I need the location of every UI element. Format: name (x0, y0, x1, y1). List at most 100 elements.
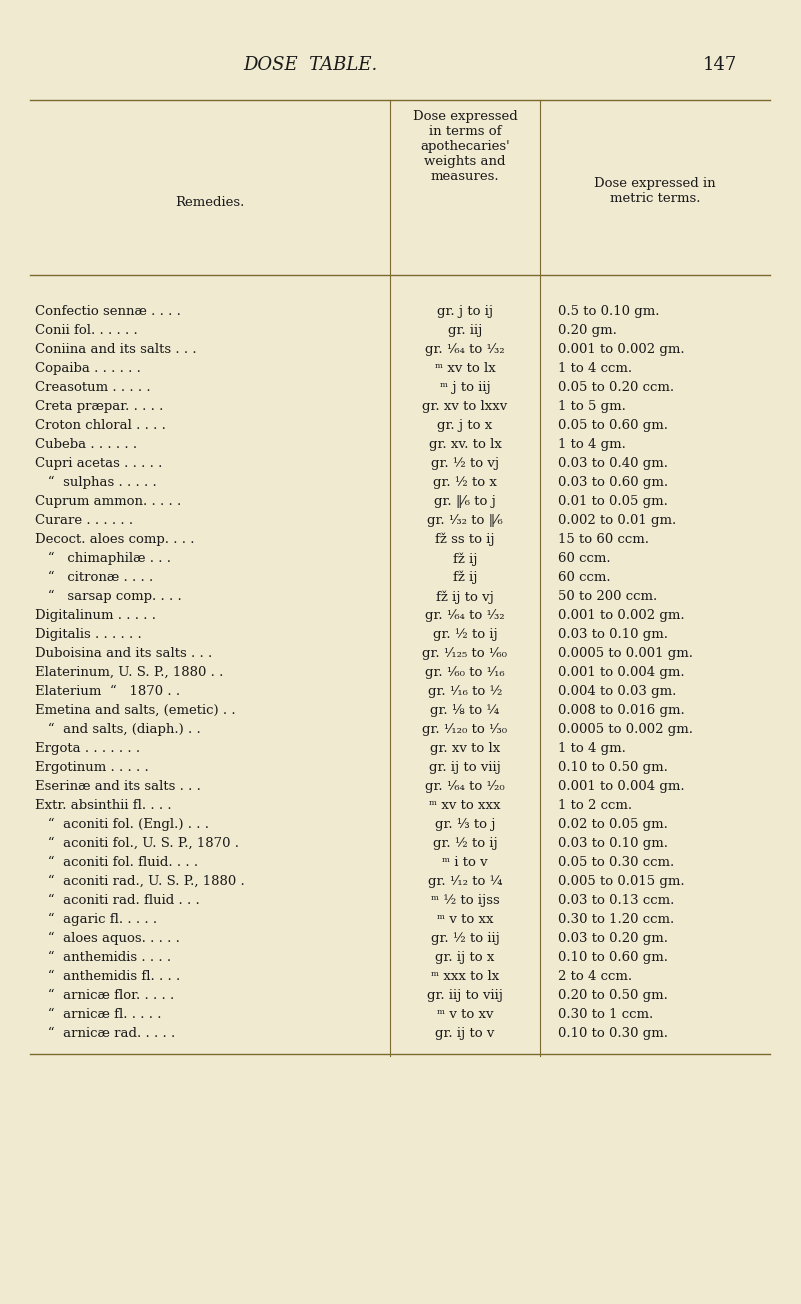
Text: 0.30 to 1.20 ccm.: 0.30 to 1.20 ccm. (558, 913, 674, 926)
Text: Conii fol. . . . . .: Conii fol. . . . . . (35, 323, 138, 336)
Text: DOSE  TABLE.: DOSE TABLE. (243, 56, 377, 74)
Text: fž ss to ij: fž ss to ij (435, 533, 495, 546)
Text: 0.004 to 0.03 gm.: 0.004 to 0.03 gm. (558, 685, 676, 698)
Text: Elaterinum, U. S. P., 1880 . .: Elaterinum, U. S. P., 1880 . . (35, 666, 223, 679)
Text: gr. ¹⁄₆₄ to ¹⁄₃₂: gr. ¹⁄₆₄ to ¹⁄₃₂ (425, 343, 505, 356)
Text: Extr. absinthii fl. . . .: Extr. absinthii fl. . . . (35, 799, 171, 812)
Text: gr. ⅓ to j: gr. ⅓ to j (435, 818, 495, 831)
Text: Creasotum . . . . .: Creasotum . . . . . (35, 381, 151, 394)
Text: 0.03 to 0.10 gm.: 0.03 to 0.10 gm. (558, 837, 668, 850)
Text: 0.30 to 1 ccm.: 0.30 to 1 ccm. (558, 1008, 654, 1021)
Text: “  arnicæ rad. . . . .: “ arnicæ rad. . . . . (35, 1028, 175, 1041)
Text: Cubeba . . . . . .: Cubeba . . . . . . (35, 438, 137, 451)
Text: “  anthemidis . . . .: “ anthemidis . . . . (35, 951, 171, 964)
Text: “   chimaphilæ . . .: “ chimaphilæ . . . (35, 552, 171, 565)
Text: Curare . . . . . .: Curare . . . . . . (35, 514, 133, 527)
Text: gr. ½ to x: gr. ½ to x (433, 476, 497, 489)
Text: “  aconiti fol. fluid. . . .: “ aconiti fol. fluid. . . . (35, 855, 198, 868)
Text: “  aconiti fol. (Engl.) . . .: “ aconiti fol. (Engl.) . . . (35, 818, 209, 831)
Text: gr. xv. to lx: gr. xv. to lx (429, 438, 501, 451)
Text: gr. j to ij: gr. j to ij (437, 305, 493, 318)
Text: “  and salts, (diaph.) . .: “ and salts, (diaph.) . . (35, 722, 201, 737)
Text: 0.001 to 0.002 gm.: 0.001 to 0.002 gm. (558, 343, 685, 356)
Text: fž ij to vj: fž ij to vj (436, 589, 494, 604)
Text: gr. ¹⁄₆₄ to ¹⁄₂₀: gr. ¹⁄₆₄ to ¹⁄₂₀ (425, 780, 505, 793)
Text: 0.005 to 0.015 gm.: 0.005 to 0.015 gm. (558, 875, 685, 888)
Text: 0.10 to 0.30 gm.: 0.10 to 0.30 gm. (558, 1028, 668, 1041)
Text: 60 ccm.: 60 ccm. (558, 552, 610, 565)
Text: gr. ¹⁄₆₀ to ¹⁄₁₆: gr. ¹⁄₆₀ to ¹⁄₁₆ (425, 666, 505, 679)
Text: gr. ½ to ij: gr. ½ to ij (433, 837, 497, 850)
Text: 0.0005 to 0.002 gm.: 0.0005 to 0.002 gm. (558, 722, 693, 735)
Text: ᵐ v to xv: ᵐ v to xv (437, 1008, 493, 1021)
Text: gr. ½ to vj: gr. ½ to vj (431, 456, 499, 469)
Text: 60 ccm.: 60 ccm. (558, 571, 610, 584)
Text: Dose expressed in
metric terms.: Dose expressed in metric terms. (594, 176, 716, 205)
Text: 1 to 4 gm.: 1 to 4 gm. (558, 742, 626, 755)
Text: gr. ½ to iij: gr. ½ to iij (431, 932, 500, 945)
Text: gr. ¹⁄₆₄ to ¹⁄₃₂: gr. ¹⁄₆₄ to ¹⁄₃₂ (425, 609, 505, 622)
Text: Copaiba . . . . . .: Copaiba . . . . . . (35, 363, 141, 376)
Text: “   sarsap comp. . . .: “ sarsap comp. . . . (35, 589, 182, 604)
Text: “  arnicæ fl. . . . .: “ arnicæ fl. . . . . (35, 1008, 162, 1021)
Text: gr. ⅛ to ¼: gr. ⅛ to ¼ (430, 704, 500, 717)
Text: gr. xv to lxxv: gr. xv to lxxv (422, 400, 508, 413)
Text: ᵐ ½ to ijss: ᵐ ½ to ijss (431, 895, 499, 908)
Text: gr. ij to x: gr. ij to x (435, 951, 495, 964)
Text: Digitalis . . . . . .: Digitalis . . . . . . (35, 629, 142, 642)
Text: Croton chloral . . . .: Croton chloral . . . . (35, 419, 166, 432)
Text: 0.002 to 0.01 gm.: 0.002 to 0.01 gm. (558, 514, 676, 527)
Text: gr. ½ to ij: gr. ½ to ij (433, 629, 497, 642)
Text: “  sulphas . . . . .: “ sulphas . . . . . (35, 476, 157, 489)
Text: Cupri acetas . . . . .: Cupri acetas . . . . . (35, 456, 163, 469)
Text: gr. ¹⁄₁₆ to ½: gr. ¹⁄₁₆ to ½ (428, 685, 502, 698)
Text: 0.008 to 0.016 gm.: 0.008 to 0.016 gm. (558, 704, 685, 717)
Text: 0.01 to 0.05 gm.: 0.01 to 0.05 gm. (558, 496, 668, 509)
Text: 0.03 to 0.60 gm.: 0.03 to 0.60 gm. (558, 476, 668, 489)
Text: ᵐ i to v: ᵐ i to v (442, 855, 488, 868)
Text: 15 to 60 ccm.: 15 to 60 ccm. (558, 533, 649, 546)
Text: 0.5 to 0.10 gm.: 0.5 to 0.10 gm. (558, 305, 659, 318)
Text: gr. ¹⁄₃₂ to ‖⁄₆: gr. ¹⁄₃₂ to ‖⁄₆ (427, 514, 503, 527)
Text: gr. ‖⁄₆ to j: gr. ‖⁄₆ to j (434, 496, 496, 509)
Text: Confectio sennæ . . . .: Confectio sennæ . . . . (35, 305, 181, 318)
Text: Digitalinum . . . . .: Digitalinum . . . . . (35, 609, 156, 622)
Text: gr. iij: gr. iij (448, 323, 482, 336)
Text: “  aconiti rad., U. S. P., 1880 .: “ aconiti rad., U. S. P., 1880 . (35, 875, 245, 888)
Text: 1 to 4 ccm.: 1 to 4 ccm. (558, 363, 632, 376)
Text: 0.03 to 0.13 ccm.: 0.03 to 0.13 ccm. (558, 895, 674, 908)
Text: Decoct. aloes comp. . . .: Decoct. aloes comp. . . . (35, 533, 195, 546)
Text: “  anthemidis fl. . . .: “ anthemidis fl. . . . (35, 970, 180, 983)
Text: Creta præpar. . . . .: Creta præpar. . . . . (35, 400, 163, 413)
Text: 0.001 to 0.004 gm.: 0.001 to 0.004 gm. (558, 780, 685, 793)
Text: ᵐ j to iij: ᵐ j to iij (440, 381, 490, 394)
Text: gr. ij to v: gr. ij to v (435, 1028, 495, 1041)
Text: Cuprum ammon. . . . .: Cuprum ammon. . . . . (35, 496, 181, 509)
Text: 0.05 to 0.20 ccm.: 0.05 to 0.20 ccm. (558, 381, 674, 394)
Text: gr. xv to lx: gr. xv to lx (430, 742, 500, 755)
Text: gr. ij to viij: gr. ij to viij (429, 762, 501, 775)
Text: Elaterium  “   1870 . .: Elaterium “ 1870 . . (35, 685, 180, 698)
Text: gr. iij to viij: gr. iij to viij (427, 988, 503, 1001)
Text: Coniina and its salts . . .: Coniina and its salts . . . (35, 343, 196, 356)
Text: 2 to 4 ccm.: 2 to 4 ccm. (558, 970, 632, 983)
Text: 1 to 2 ccm.: 1 to 2 ccm. (558, 799, 632, 812)
Text: Dose expressed
in terms of
apothecaries'
weights and
measures.: Dose expressed in terms of apothecaries'… (413, 110, 517, 183)
Text: ᵐ xxx to lx: ᵐ xxx to lx (431, 970, 499, 983)
Text: Eserinæ and its salts . . .: Eserinæ and its salts . . . (35, 780, 201, 793)
Text: Ergotinum . . . . .: Ergotinum . . . . . (35, 762, 149, 775)
Text: gr. j to x: gr. j to x (437, 419, 493, 432)
Text: “  agaric fl. . . . .: “ agaric fl. . . . . (35, 913, 157, 926)
Text: Ergota . . . . . . .: Ergota . . . . . . . (35, 742, 140, 755)
Text: 0.03 to 0.10 gm.: 0.03 to 0.10 gm. (558, 629, 668, 642)
Text: Emetina and salts, (emetic) . .: Emetina and salts, (emetic) . . (35, 704, 235, 717)
Text: gr. ¹⁄₁₂₅ to ¹⁄₆₀: gr. ¹⁄₁₂₅ to ¹⁄₆₀ (422, 647, 508, 660)
Text: “   citronæ . . . .: “ citronæ . . . . (35, 571, 153, 584)
Text: ᵐ xv to xxx: ᵐ xv to xxx (429, 799, 501, 812)
Text: 0.001 to 0.004 gm.: 0.001 to 0.004 gm. (558, 666, 685, 679)
Text: gr. ¹⁄₁₂ to ¼: gr. ¹⁄₁₂ to ¼ (428, 875, 502, 888)
Text: 0.02 to 0.05 gm.: 0.02 to 0.05 gm. (558, 818, 668, 831)
Text: ᵐ xv to lx: ᵐ xv to lx (435, 363, 495, 376)
Text: 0.20 gm.: 0.20 gm. (558, 323, 617, 336)
Text: ᵐ v to xx: ᵐ v to xx (437, 913, 493, 926)
